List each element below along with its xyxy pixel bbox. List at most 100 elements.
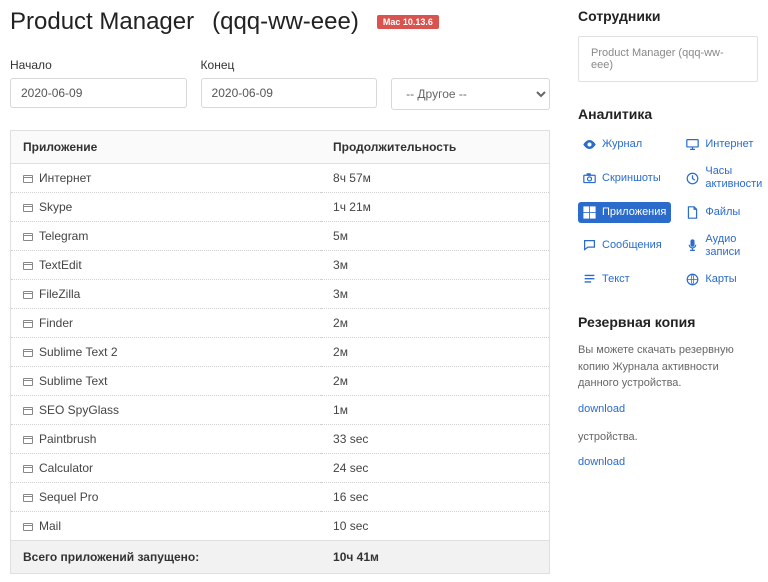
start-date-input[interactable] [10, 78, 187, 108]
duration-cell: 2м [321, 338, 549, 367]
table-row: Calculator 24 sec [11, 454, 550, 483]
backup-text-2: устройства. [578, 429, 758, 446]
app-cell: Sublime Text 2 [11, 338, 322, 367]
text-icon [583, 273, 596, 286]
analytics-item-globe[interactable]: Карты [681, 269, 767, 290]
window-icon [23, 233, 33, 241]
page-title: Product Manager [10, 8, 194, 36]
analytics-item-grid[interactable]: Приложения [578, 202, 671, 223]
app-cell: Mail [11, 512, 322, 541]
app-cell: SEO SpyGlass [11, 396, 322, 425]
window-icon [23, 204, 33, 212]
chat-icon [583, 239, 596, 252]
total-label: Всего приложений запущено: [11, 541, 322, 574]
analytics-item-chat[interactable]: Сообщения [578, 229, 671, 263]
app-name: Finder [39, 316, 73, 330]
table-row: FileZilla 3м [11, 280, 550, 309]
download-link[interactable]: download [578, 403, 625, 415]
table-row: Telegram 5м [11, 222, 550, 251]
backup-heading: Резервная копия [578, 314, 758, 330]
app-cell: FileZilla [11, 280, 322, 309]
col-header-duration: Продолжительность [321, 131, 549, 164]
analytics-label: Часы активности [705, 165, 762, 191]
table-row: Skype 1ч 21м [11, 193, 550, 222]
window-icon [23, 262, 33, 270]
duration-cell: 3м [321, 251, 549, 280]
device-selector[interactable]: Product Manager (qqq-ww-eee) [578, 36, 758, 82]
other-select[interactable]: -- Другое -- [391, 78, 550, 110]
app-name: Telegram [39, 229, 88, 243]
app-cell: Calculator [11, 454, 322, 483]
analytics-label: Сообщения [602, 239, 662, 252]
app-name: Sequel Pro [39, 490, 98, 504]
app-name: FileZilla [39, 287, 80, 301]
duration-cell: 2м [321, 309, 549, 338]
duration-cell: 5м [321, 222, 549, 251]
duration-cell: 1ч 21м [321, 193, 549, 222]
app-cell: Finder [11, 309, 322, 338]
end-date-label: Конец [201, 58, 378, 72]
backup-text: Вы можете скачать резервную копию Журнал… [578, 342, 758, 392]
analytics-item-mic[interactable]: Аудио записи [681, 229, 767, 263]
analytics-item-camera[interactable]: Скриншоты [578, 161, 671, 195]
analytics-label: Карты [705, 273, 736, 286]
window-icon [23, 291, 33, 299]
download-link-2[interactable]: download [578, 456, 625, 468]
window-icon [23, 349, 33, 357]
duration-cell: 33 sec [321, 425, 549, 454]
analytics-item-monitor[interactable]: Интернет [681, 134, 767, 155]
analytics-label: Журнал [602, 138, 642, 151]
total-value: 10ч 41м [321, 541, 549, 574]
app-name: Skype [39, 200, 72, 214]
window-icon [23, 175, 33, 183]
duration-cell: 24 sec [321, 454, 549, 483]
analytics-label: Текст [602, 273, 630, 286]
end-date-input[interactable] [201, 78, 378, 108]
duration-cell: 10 sec [321, 512, 549, 541]
clock-icon [686, 172, 699, 185]
app-name: Sublime Text 2 [39, 345, 118, 359]
analytics-item-clock[interactable]: Часы активности [681, 161, 767, 195]
table-row: Sublime Text 2 2м [11, 338, 550, 367]
app-name: Интернет [39, 171, 91, 185]
window-icon [23, 378, 33, 386]
duration-cell: 3м [321, 280, 549, 309]
table-row: Finder 2м [11, 309, 550, 338]
app-name: Paintbrush [39, 432, 96, 446]
table-row: TextEdit3м [11, 251, 550, 280]
eye-icon [583, 138, 596, 151]
duration-cell: 2м [321, 367, 549, 396]
app-cell: Skype [11, 193, 322, 222]
app-name: Sublime Text [39, 374, 107, 388]
monitor-icon [686, 138, 699, 151]
analytics-label: Файлы [705, 206, 740, 219]
window-icon [23, 407, 33, 415]
app-cell: Telegram [11, 222, 322, 251]
table-row: Sublime Text 2м [11, 367, 550, 396]
analytics-item-text[interactable]: Текст [578, 269, 671, 290]
duration-cell: 16 sec [321, 483, 549, 512]
app-cell: Интернет [11, 164, 322, 193]
table-row: Mail 10 sec [11, 512, 550, 541]
start-date-label: Начало [10, 58, 187, 72]
camera-icon [583, 172, 596, 185]
app-cell: TextEdit [11, 251, 322, 280]
applications-table: Приложение Продолжительность Интернет8ч … [10, 130, 550, 574]
analytics-item-eye[interactable]: Журнал [578, 134, 671, 155]
page-header: Product Manager (qqq-ww-eee) Mac 10.13.6 [10, 8, 550, 36]
analytics-item-file[interactable]: Файлы [681, 202, 767, 223]
analytics-label: Интернет [705, 138, 753, 151]
app-cell: Sublime Text [11, 367, 322, 396]
grid-icon [583, 206, 596, 219]
analytics-label: Приложения [602, 206, 666, 219]
os-badge: Mac 10.13.6 [377, 15, 439, 30]
other-label [391, 58, 550, 72]
col-header-app: Приложение [11, 131, 322, 164]
window-icon [23, 494, 33, 502]
app-name: Calculator [39, 461, 93, 475]
window-icon [23, 436, 33, 444]
app-name: Mail [39, 519, 61, 533]
globe-icon [686, 273, 699, 286]
window-icon [23, 523, 33, 531]
table-row: Sequel Pro 16 sec [11, 483, 550, 512]
